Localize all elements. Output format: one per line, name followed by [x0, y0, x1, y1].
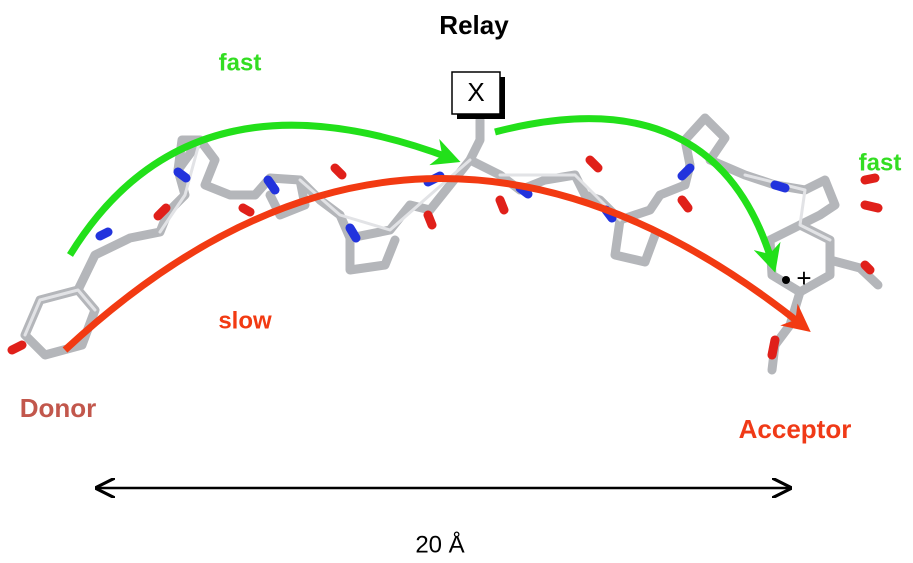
distance-label: 20 Å	[415, 530, 464, 558]
path-label: fast	[219, 49, 262, 76]
path-label: slow	[218, 307, 272, 334]
radical-dot	[782, 276, 790, 284]
title: Relay	[439, 10, 509, 40]
fast-arrow	[67, 121, 461, 257]
donor-label: Donor	[20, 393, 97, 423]
relay-label: X	[467, 77, 484, 107]
fast-arrow	[494, 115, 781, 273]
charge-mark: +	[796, 263, 811, 293]
relay-box	[451, 71, 501, 115]
path-label: fast	[859, 149, 902, 176]
acceptor-label: Acceptor	[739, 414, 852, 444]
slow-arrow	[62, 175, 811, 353]
